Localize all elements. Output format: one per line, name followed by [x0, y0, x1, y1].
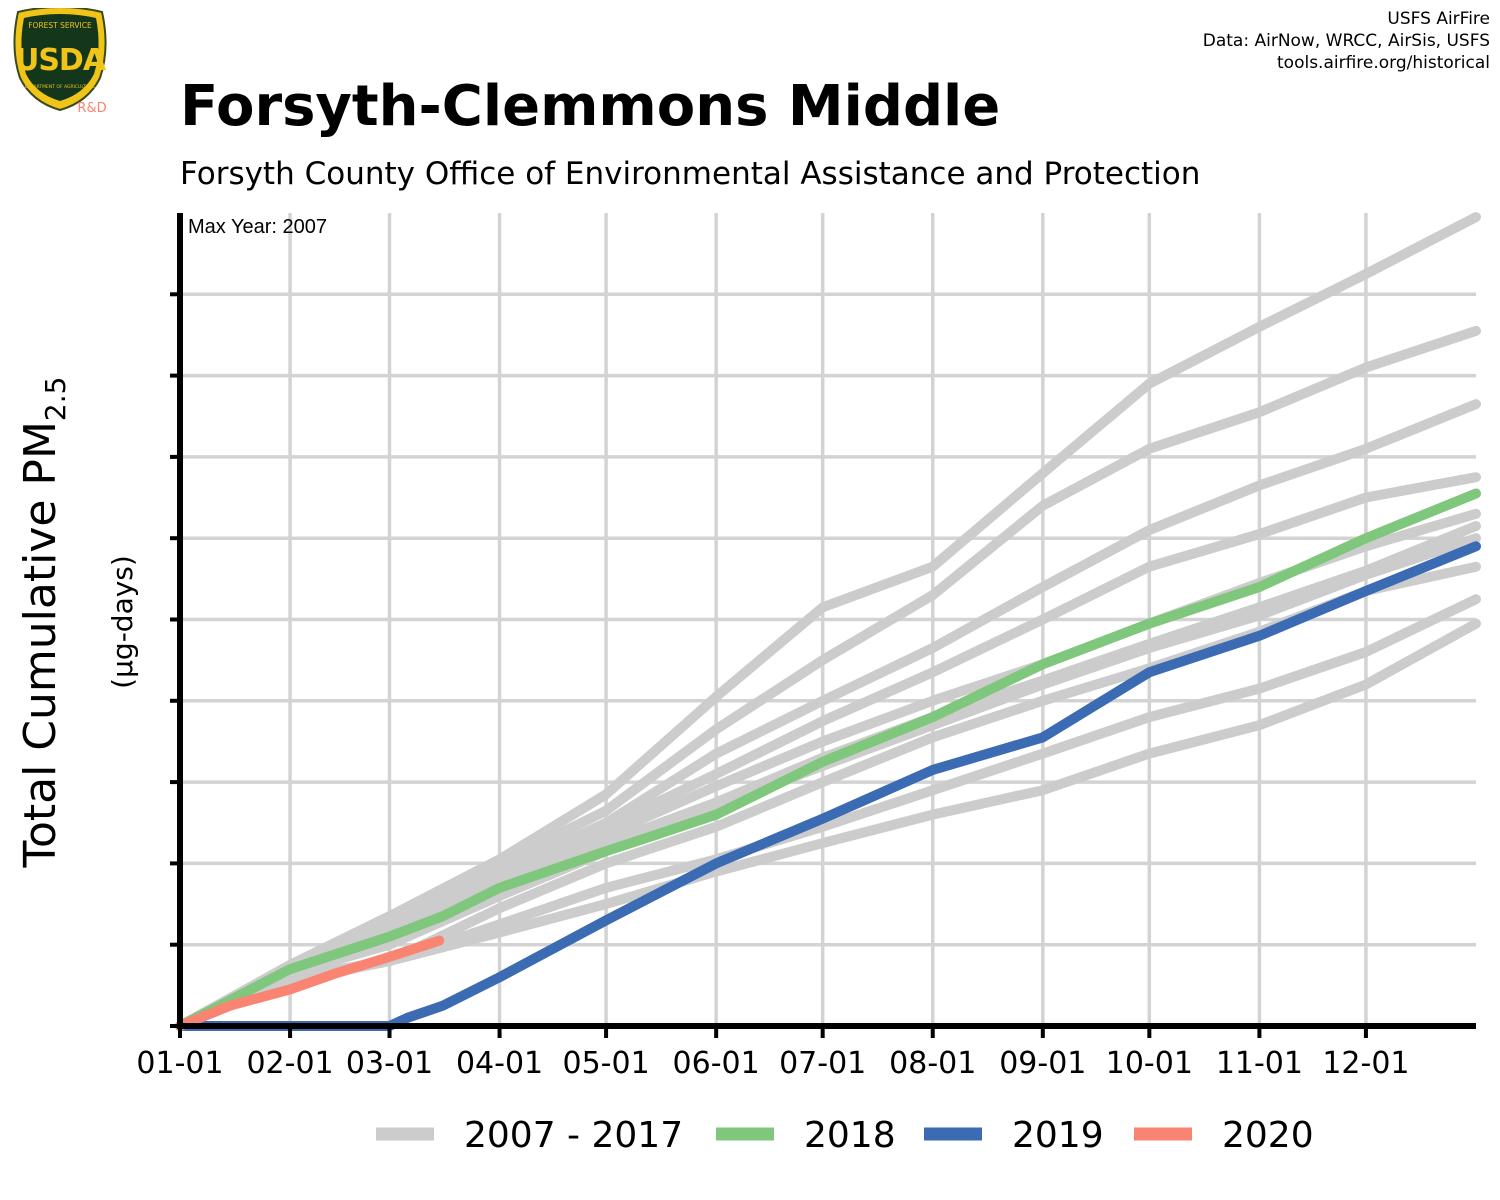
legend-label: 2019	[1012, 1115, 1104, 1156]
series-line-2018	[175, 488, 1481, 1031]
page-subtitle: Forsyth County Office of Environmental A…	[180, 156, 1201, 192]
credit-line: tools.airfire.org/historical	[1277, 53, 1490, 73]
usfs-logo: FOREST SERVICE USDA DEPARTMENT OF AGRICU…	[13, 8, 108, 116]
legend-label: 2007 - 2017	[464, 1115, 683, 1156]
x-tick-label: 10-01	[1106, 1046, 1193, 1081]
x-tick-label: 11-01	[1216, 1046, 1303, 1081]
data-credits: USFS AirFire Data: AirNow, WRCC, AirSis,…	[1203, 8, 1490, 74]
y-axis-units: (µg-days)	[106, 555, 139, 689]
shield-inner	[21, 14, 99, 101]
x-tick-labels: 01-01 02-01 03-01 04-01 05-01 06-01 07-01 08-01…	[136, 1046, 1409, 1081]
svg-text:Total Cumulative PM2.5: Total Cumulative PM2.5	[15, 377, 72, 869]
y-axis-title-subscript: 2.5	[39, 377, 72, 422]
x-tick-label: 01-01	[136, 1046, 223, 1081]
logo-bottom-text: DEPARTMENT OF AGRICULTURE	[25, 84, 96, 90]
x-tick-label: 12-01	[1322, 1046, 1409, 1081]
x-tick-label: 06-01	[673, 1046, 760, 1081]
max-year-annotation: Max Year: 2007	[188, 216, 327, 238]
x-tick-label: 08-01	[889, 1046, 976, 1081]
logo-rd-text: R&D	[77, 101, 106, 116]
page-title: Forsyth-Clemmons Middle	[180, 74, 1001, 139]
x-tick-label: 03-01	[346, 1046, 433, 1081]
x-tick-label: 05-01	[562, 1046, 649, 1081]
x-tick-label: 02-01	[246, 1046, 333, 1081]
x-tick-label: 04-01	[456, 1046, 543, 1081]
chart-axes	[170, 213, 1476, 1038]
y-axis-title-main: Total Cumulative PM	[15, 421, 66, 868]
x-tick-label: 09-01	[999, 1046, 1086, 1081]
legend-label: 2020	[1222, 1115, 1314, 1156]
y-axis-title: Total Cumulative PM2.5	[15, 377, 72, 869]
logo-top-text: FOREST SERVICE	[28, 21, 92, 30]
legend-label: 2018	[804, 1115, 896, 1156]
series-line-2020	[175, 935, 445, 1031]
legend: 2007 - 2017 2018 2019 2020	[376, 1115, 1314, 1156]
credit-line: Data: AirNow, WRCC, AirSis, USFS	[1202, 31, 1490, 51]
x-tick-label: 07-01	[779, 1046, 866, 1081]
credit-line: USFS AirFire	[1387, 9, 1490, 29]
logo-main-text: USDA	[15, 43, 107, 78]
